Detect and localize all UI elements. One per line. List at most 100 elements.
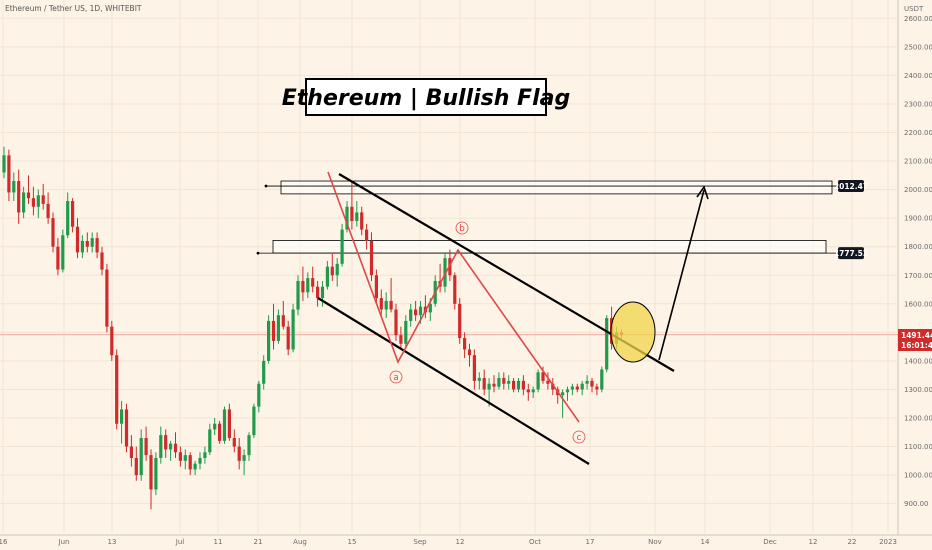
y-tick-label: 1200.00 [904, 415, 932, 423]
candle [355, 201, 359, 227]
y-tick-label: 900.00 [904, 500, 929, 508]
candle [595, 383, 599, 396]
candle [110, 320, 114, 361]
candle-body [203, 452, 207, 458]
candle [56, 238, 60, 276]
candle [389, 278, 393, 313]
candle-body [257, 383, 261, 407]
candle-body [497, 378, 501, 387]
level-anchor [264, 184, 268, 188]
candle-body [463, 338, 467, 350]
candle [188, 452, 192, 476]
candle-body [134, 457, 138, 476]
candle [404, 315, 408, 347]
candle-body [384, 300, 388, 310]
candle-body [296, 280, 300, 310]
candle [203, 446, 207, 464]
candle-body [492, 383, 496, 387]
candle-body [526, 389, 530, 393]
candle-body [208, 429, 212, 453]
candle [7, 149, 11, 202]
candle-body [379, 298, 383, 310]
candle-body [227, 409, 231, 438]
candle-body [124, 409, 129, 447]
channel-lower-line [317, 297, 590, 465]
candle [516, 378, 521, 393]
y-tick-label: 2400.00 [904, 72, 932, 80]
candle-body [80, 240, 84, 253]
y-tick-label: 1300.00 [904, 386, 932, 394]
candle-body [71, 201, 75, 227]
candle [512, 378, 516, 393]
level-anchor [256, 251, 260, 255]
candle [100, 246, 104, 276]
candle [178, 446, 182, 467]
level-badge [838, 247, 864, 260]
title-label: Ethereum | Bullish Flag [282, 86, 570, 111]
candle-body [95, 238, 99, 253]
candle [291, 303, 295, 353]
candle [26, 175, 31, 204]
candle-body [521, 380, 525, 390]
candle-body [330, 266, 334, 276]
candle [365, 223, 369, 250]
candle-body [536, 372, 540, 390]
candle [531, 386, 535, 399]
x-tick-label: 17 [586, 538, 595, 546]
candle [320, 280, 325, 307]
candle [394, 303, 398, 341]
candle [144, 426, 148, 461]
current-price-badge: 1491.44 16:01:47 [898, 329, 932, 351]
candle-body [325, 266, 329, 287]
level-label: 2012.47 [834, 182, 868, 191]
candle [257, 380, 261, 413]
y-tick-label: 1000.00 [904, 472, 932, 480]
y-tick-label: 2000.00 [904, 186, 932, 194]
candle [149, 449, 153, 510]
candle-body [311, 278, 315, 287]
candle-body [222, 409, 227, 441]
candle [213, 418, 217, 436]
candle [463, 332, 467, 359]
candle-body [12, 181, 16, 193]
candle-body [316, 286, 320, 299]
candle-body [580, 383, 584, 390]
candle [31, 186, 35, 216]
candle-body [394, 309, 398, 336]
candle-body [605, 318, 609, 370]
candle-body [281, 315, 285, 327]
candle-body [61, 235, 65, 270]
candle-body [120, 409, 124, 424]
candle [41, 183, 45, 210]
current-price-countdown: 16:01:47 [901, 341, 932, 350]
candle-body [46, 203, 50, 219]
candle [12, 172, 16, 202]
x-tick-label: 16 [0, 538, 8, 546]
abc-wave-line [327, 171, 580, 423]
candle [90, 232, 94, 253]
candle [605, 315, 609, 373]
y-tick-label: 1100.00 [904, 443, 932, 451]
candle [17, 169, 21, 224]
candle [492, 375, 496, 393]
candle-body [90, 238, 94, 247]
candle [414, 300, 418, 321]
candle [350, 181, 354, 230]
x-tick-label: 22 [848, 538, 857, 546]
candle [85, 232, 89, 253]
candle-body [551, 383, 555, 390]
candle [335, 258, 339, 287]
y-tick-label: 1700.00 [904, 272, 932, 280]
candle [193, 460, 197, 476]
candle [458, 298, 462, 344]
wave-label-circle [389, 370, 403, 384]
candle-body [41, 195, 45, 204]
candle-body [115, 355, 119, 424]
candle [198, 452, 202, 470]
candle-body [365, 229, 369, 241]
candle-body [213, 423, 217, 430]
candle-body [414, 309, 418, 316]
candle-body [561, 392, 565, 396]
